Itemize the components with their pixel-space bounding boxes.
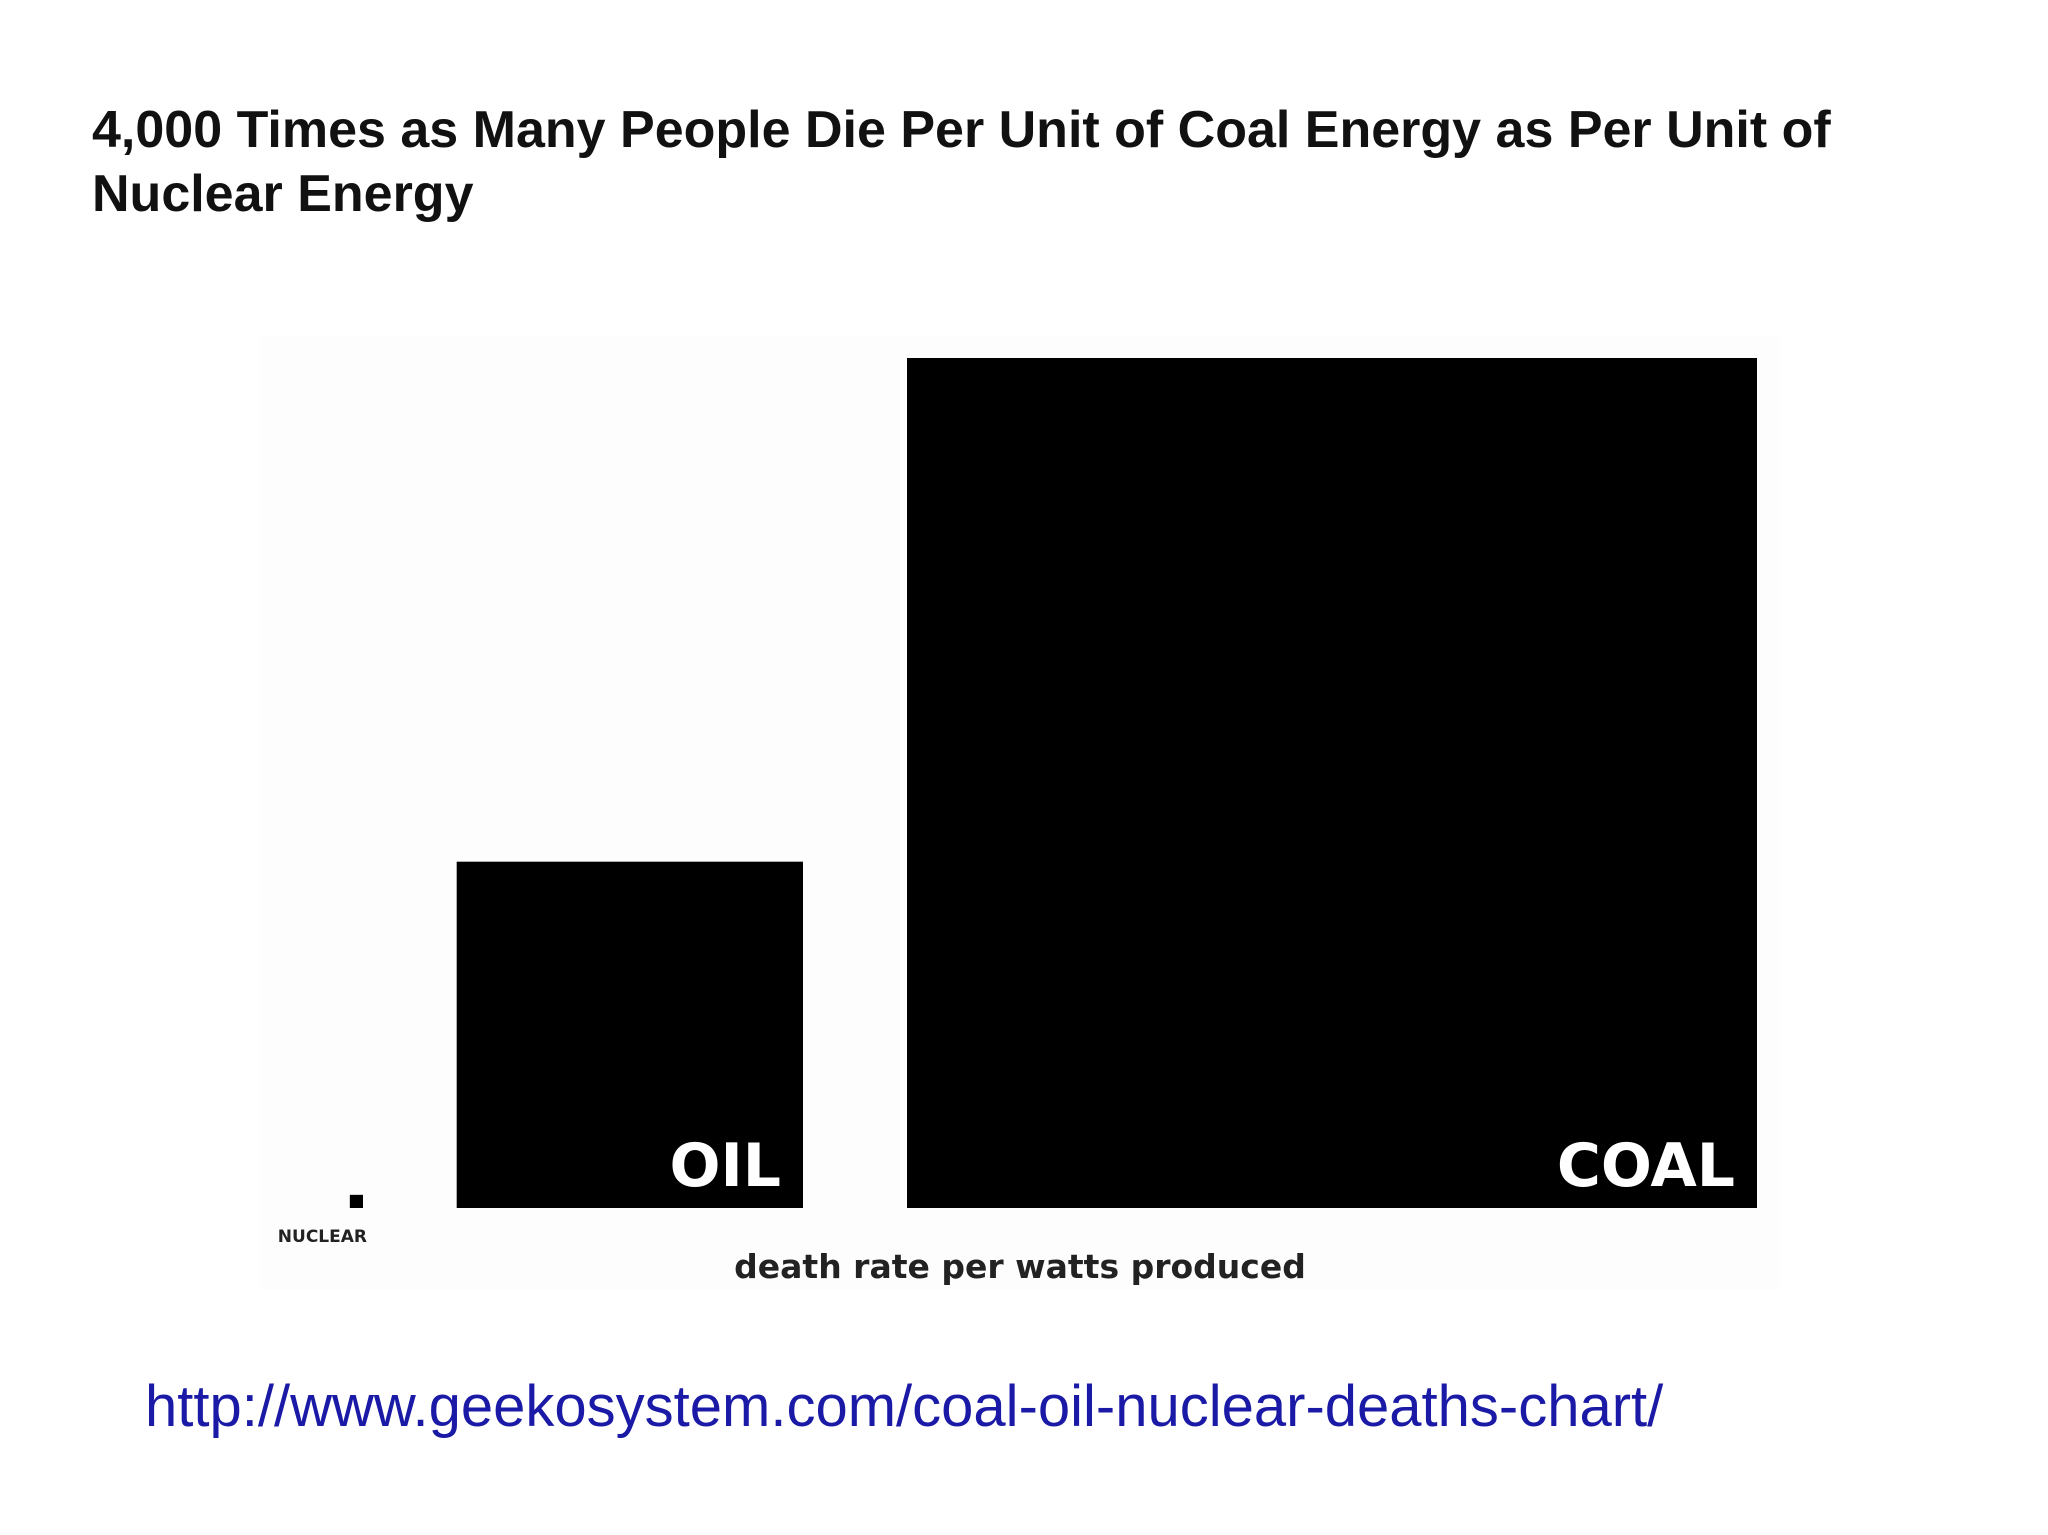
coal-square: [907, 358, 1757, 1208]
x-axis-label: death rate per watts produced: [734, 1247, 1306, 1286]
source-link[interactable]: http://www.geekosystem.com/coal-oil-nucl…: [145, 1374, 1664, 1439]
nuclear-square: [349, 1194, 363, 1208]
oil-label: OIL: [669, 1131, 781, 1201]
nuclear-label: NUCLEAR: [278, 1227, 367, 1247]
oil-square: [456, 861, 803, 1208]
slide-title: 4,000 Times as Many People Die Per Unit …: [92, 101, 1831, 223]
coal-label: COAL: [1557, 1131, 1735, 1201]
